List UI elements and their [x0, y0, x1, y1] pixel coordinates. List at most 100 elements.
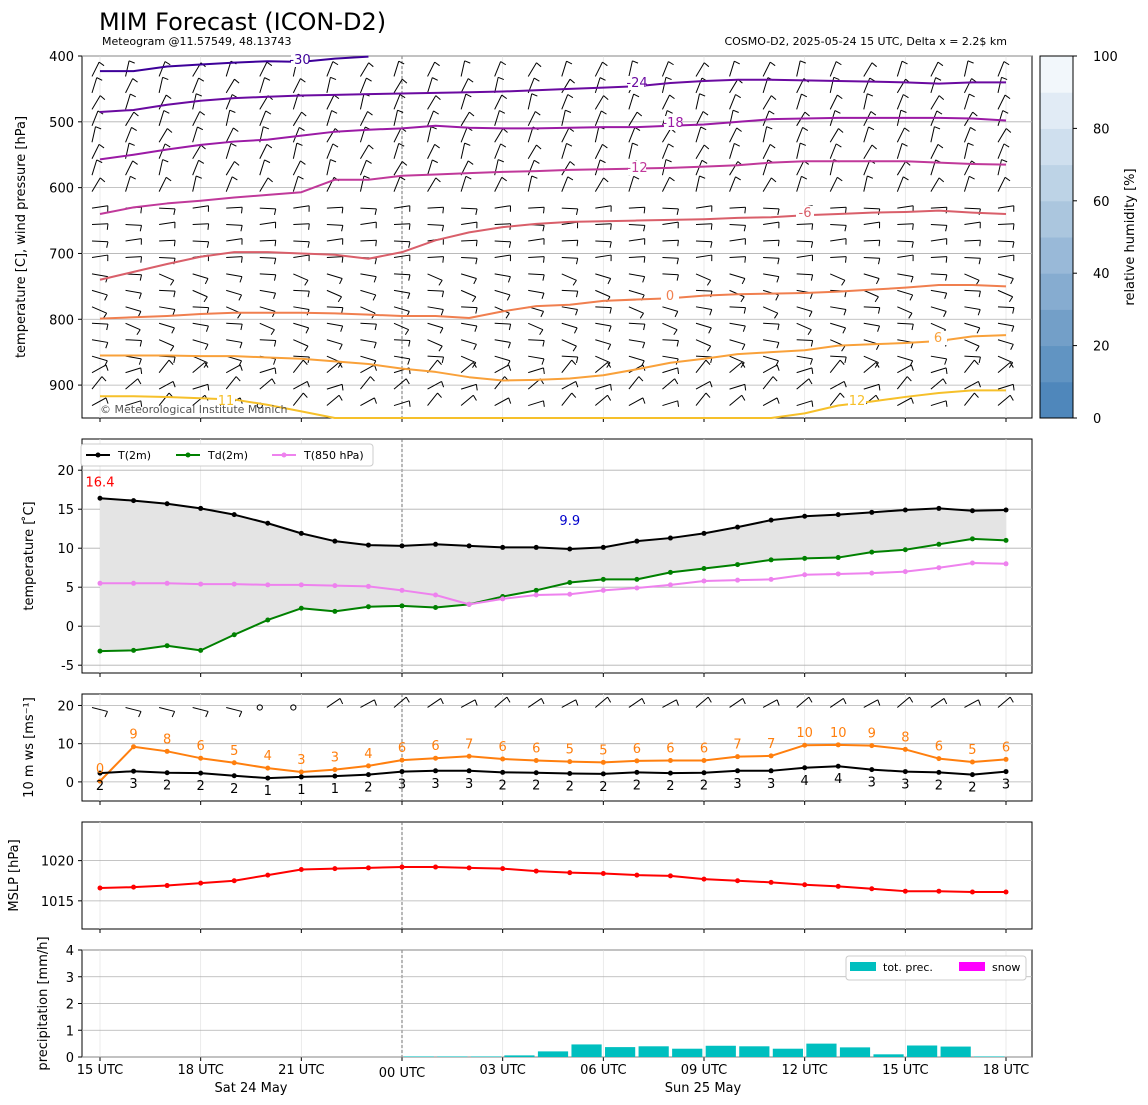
copyright-note: © Meteorological Institute Munich: [100, 403, 287, 416]
precip-bar: [873, 1054, 904, 1057]
x-tick-label: 18 UTC: [983, 1063, 1029, 1078]
wind-barb: [829, 128, 839, 143]
gust-value-label: 5: [230, 744, 238, 759]
wind-barb: [125, 256, 142, 258]
wind-barb-feather: [705, 359, 711, 365]
td2m-point: [164, 643, 170, 649]
wind-barb: [963, 127, 971, 143]
wind-barb-feather: [469, 111, 475, 117]
td2m-point: [835, 555, 841, 561]
wind-ytick-label: 10: [57, 738, 74, 753]
colorbar-band: [1040, 164, 1073, 202]
wind-barb: [494, 273, 511, 278]
gust-point: [835, 742, 841, 748]
wind-barb: [259, 289, 276, 294]
wind-barb: [326, 361, 340, 374]
wind-barb: [729, 61, 735, 77]
wind-barb: [427, 355, 444, 358]
wind-barb: [91, 306, 107, 314]
t2m-point: [433, 541, 439, 547]
wind-barb-feather: [642, 276, 646, 283]
wind-barb: [829, 77, 835, 94]
wind-speed-value-label: 2: [935, 778, 943, 793]
wind-barb-feather: [330, 76, 337, 81]
wind-barb-feather: [642, 342, 646, 349]
surface-wind-barb-feather: [405, 696, 410, 703]
wind-barb-feather: [128, 142, 135, 146]
wind-barb: [91, 364, 107, 374]
td2m-point: [131, 647, 137, 653]
t2m-point: [802, 513, 808, 519]
t850-point: [198, 581, 204, 587]
gust-value-label: 0: [96, 762, 104, 777]
wind-barb-feather: [732, 109, 739, 113]
subtitle-right: COSMO-D2, 2025-05-24 15 UTC, Delta x = 2…: [724, 35, 1007, 48]
wind-barb: [460, 289, 476, 298]
wind-barb-feather: [128, 60, 135, 64]
wind-barb: [125, 355, 142, 360]
wind-barb: [427, 224, 444, 226]
wind-speed-line: [99, 765, 1007, 780]
wind-barb-feather: [105, 397, 109, 404]
wind-barb-feather: [567, 176, 574, 181]
surface-wind-barb-feather: [474, 699, 478, 706]
wind-barb-feather: [609, 241, 612, 248]
isotherm-label-bg: [291, 53, 309, 67]
wind-barb: [494, 177, 503, 192]
wind-barb-feather: [839, 392, 845, 398]
wind-barb: [561, 355, 578, 358]
wind-barb-feather: [978, 258, 981, 265]
wind-barb: [125, 306, 142, 312]
t2m-point: [667, 535, 673, 541]
wind-barb-feather: [871, 62, 877, 68]
wind-barb-feather: [1004, 94, 1011, 100]
mslp-ytick-label: 1015: [41, 895, 74, 910]
wind-barb: [494, 364, 509, 374]
wind-barb: [796, 143, 801, 159]
wind-barb: [259, 110, 267, 127]
wind-barb-feather: [338, 394, 343, 401]
mslp-point: [97, 885, 103, 891]
wind-barb-feather: [571, 392, 577, 398]
wind-barb: [796, 339, 813, 342]
wind-barb: [528, 339, 545, 342]
wind-barb-feather: [500, 143, 507, 148]
wind-barb: [293, 322, 309, 329]
precip-bar: [605, 1047, 636, 1057]
wind-barb: [326, 289, 342, 298]
gust-value-label: 6: [1002, 740, 1010, 755]
wind-barb: [594, 77, 601, 94]
wind-barb: [930, 206, 947, 209]
wind-speed-value-label: 3: [431, 777, 439, 792]
wind-barb: [561, 127, 570, 143]
wind-barb-feather: [744, 384, 747, 391]
wind-barb: [259, 61, 268, 77]
wind-barb: [326, 110, 333, 126]
wind-barb: [393, 161, 403, 176]
wind-barb: [930, 238, 947, 242]
wind-barb: [527, 175, 533, 192]
wind-barb: [360, 239, 377, 242]
surface-wind-barb: [762, 699, 778, 708]
wind-barb-feather: [140, 256, 143, 263]
wind-barb: [997, 94, 1006, 110]
upper_air-ytick-label: 700: [49, 247, 74, 262]
wind-barb: [997, 383, 1014, 390]
colorbar-tick-label: 40: [1093, 267, 1110, 282]
wind-barb: [460, 127, 468, 143]
wind-barb: [158, 380, 174, 390]
mslp-ylabel: MSLP [hPa]: [7, 839, 22, 911]
wind-barb-feather: [204, 344, 209, 350]
gust-value-label: 6: [197, 739, 205, 754]
wind-barb-feather: [944, 292, 948, 299]
wind-barb-feather: [296, 142, 303, 146]
wind-barb: [930, 61, 939, 77]
wind-barb: [461, 322, 477, 327]
wind-barb-feather: [841, 345, 846, 352]
wind-barb: [661, 61, 669, 77]
surface-wind-barb-feather: [540, 698, 545, 705]
wind-barb-feather: [164, 143, 171, 148]
wind-barb-feather: [911, 241, 914, 248]
wind-barb: [762, 95, 772, 110]
wind-barb-feather: [979, 240, 981, 247]
